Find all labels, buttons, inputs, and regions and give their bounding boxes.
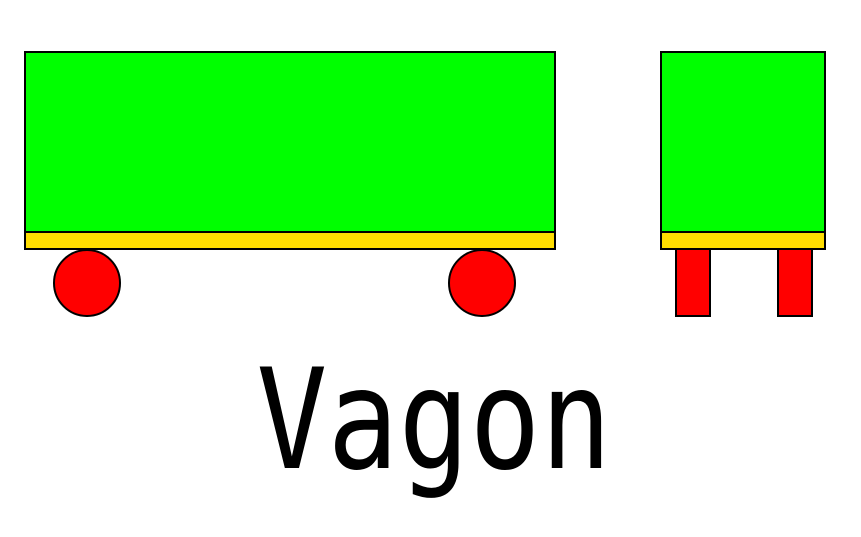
side-wheel-right [448, 249, 516, 317]
side-wheel-left [53, 249, 121, 317]
front-body [660, 51, 826, 233]
front-wheel-right [777, 248, 813, 317]
front-wheel-left [675, 248, 711, 317]
diagram-title: Vagon [256, 340, 611, 502]
side-chassis [24, 231, 556, 250]
front-view [660, 51, 826, 317]
front-chassis [660, 231, 826, 250]
side-body [24, 51, 556, 233]
side-view [24, 51, 556, 317]
